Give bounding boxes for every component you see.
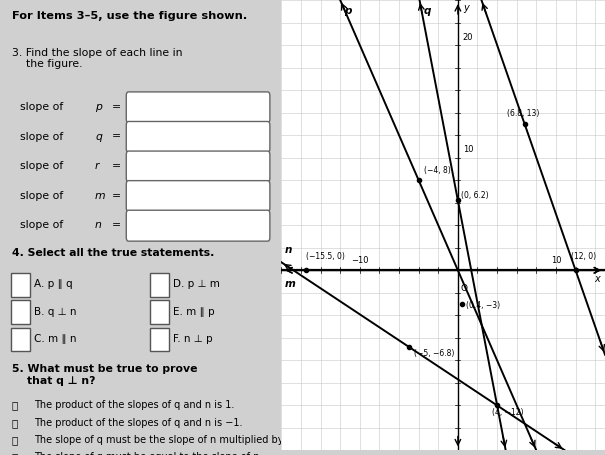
Text: C. m ∥ n: C. m ∥ n	[34, 334, 76, 344]
Text: slope of: slope of	[20, 102, 67, 112]
Text: The slope of q must be the slope of n multiplied by −1.: The slope of q must be the slope of n mu…	[34, 435, 304, 445]
Text: Ⓒ: Ⓒ	[11, 435, 18, 445]
Text: x: x	[594, 273, 600, 283]
Text: D. p ⊥ m: D. p ⊥ m	[173, 279, 220, 289]
Text: Ⓐ: Ⓐ	[11, 400, 18, 410]
Text: 20: 20	[463, 33, 473, 42]
Text: =: =	[112, 161, 121, 171]
Text: F. n ⊥ p: F. n ⊥ p	[173, 334, 212, 344]
FancyBboxPatch shape	[11, 273, 30, 297]
Text: q: q	[424, 5, 431, 15]
Text: 3. Find the slope of each line in
    the figure.: 3. Find the slope of each line in the fi…	[11, 48, 182, 69]
Text: The product of the slopes of q and n is −1.: The product of the slopes of q and n is …	[34, 418, 243, 428]
FancyBboxPatch shape	[150, 328, 169, 351]
Text: 10: 10	[551, 256, 561, 265]
Text: =: =	[112, 131, 121, 142]
Text: 5. What must be true to prove
    that q ⊥ n?: 5. What must be true to prove that q ⊥ n…	[11, 364, 197, 385]
Text: n: n	[284, 245, 292, 255]
Text: 4. Select all the true statements.: 4. Select all the true statements.	[11, 248, 214, 258]
Text: 10: 10	[463, 145, 473, 154]
Text: n: n	[95, 220, 102, 230]
Text: Ⓑ: Ⓑ	[11, 418, 18, 428]
FancyBboxPatch shape	[126, 121, 270, 152]
Text: r: r	[95, 161, 100, 171]
Text: (6.8, 13): (6.8, 13)	[507, 109, 539, 118]
Text: (−4, 8): (−4, 8)	[424, 166, 450, 175]
Text: B. q ⊥ n: B. q ⊥ n	[34, 307, 76, 317]
FancyBboxPatch shape	[126, 151, 270, 182]
Text: (−15.5, 0): (−15.5, 0)	[306, 252, 345, 261]
Text: Ⓓ: Ⓓ	[11, 452, 18, 455]
Text: =: =	[112, 220, 121, 230]
Text: (0.4, −3): (0.4, −3)	[466, 301, 500, 310]
Text: p: p	[95, 102, 102, 112]
Text: (0, 6.2): (0, 6.2)	[461, 192, 488, 201]
Text: slope of: slope of	[20, 131, 67, 142]
Text: slope of: slope of	[20, 191, 67, 201]
Text: −10: −10	[351, 256, 368, 265]
Text: p: p	[344, 5, 352, 15]
Text: m: m	[284, 279, 295, 289]
FancyBboxPatch shape	[11, 300, 30, 324]
Text: (12, 0): (12, 0)	[571, 252, 596, 261]
FancyBboxPatch shape	[126, 210, 270, 241]
Text: (−5, −6.8): (−5, −6.8)	[414, 349, 454, 358]
FancyBboxPatch shape	[11, 328, 30, 351]
Text: slope of: slope of	[20, 161, 67, 171]
Text: =: =	[112, 191, 121, 201]
Text: y: y	[463, 3, 469, 13]
Text: m: m	[95, 191, 106, 201]
FancyBboxPatch shape	[150, 300, 169, 324]
FancyBboxPatch shape	[150, 273, 169, 297]
Text: (4, −12): (4, −12)	[492, 408, 524, 417]
Text: q: q	[95, 131, 102, 142]
Text: For Items 3–5, use the figure shown.: For Items 3–5, use the figure shown.	[11, 11, 247, 21]
FancyBboxPatch shape	[126, 181, 270, 212]
Text: A. p ∥ q: A. p ∥ q	[34, 279, 73, 289]
Text: O: O	[461, 284, 468, 293]
Text: slope of: slope of	[20, 220, 67, 230]
Text: E. m ∥ p: E. m ∥ p	[173, 307, 215, 317]
Text: The slope of q must be equal to the slope of n.: The slope of q must be equal to the slop…	[34, 452, 262, 455]
Text: The product of the slopes of q and n is 1.: The product of the slopes of q and n is …	[34, 400, 234, 410]
Text: =: =	[112, 102, 121, 112]
FancyBboxPatch shape	[126, 92, 270, 123]
